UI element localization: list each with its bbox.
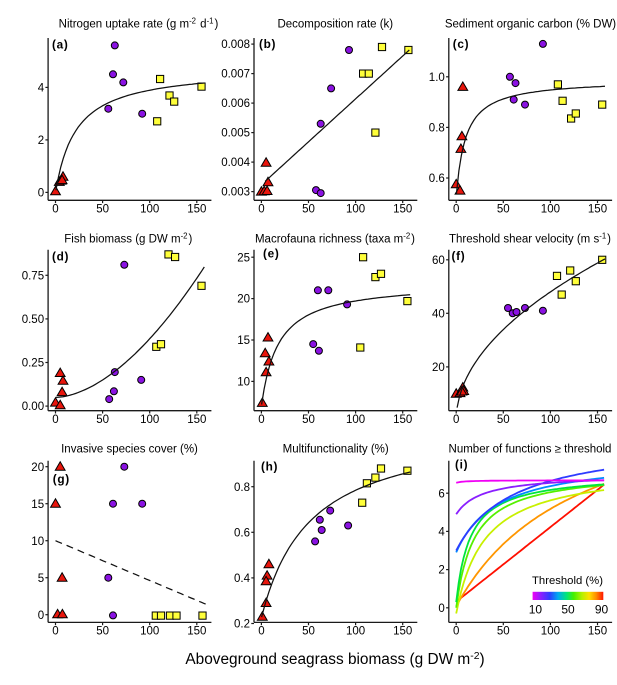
svg-text:50: 50 bbox=[302, 626, 315, 638]
svg-text:0.004: 0.004 bbox=[221, 157, 250, 169]
svg-text:100: 100 bbox=[346, 204, 365, 216]
svg-text:0.75: 0.75 bbox=[22, 270, 44, 282]
svg-text:10: 10 bbox=[31, 536, 44, 548]
svg-text:150: 150 bbox=[393, 414, 412, 426]
svg-text:150: 150 bbox=[187, 626, 206, 638]
svg-text:100: 100 bbox=[541, 414, 560, 426]
svg-text:90: 90 bbox=[595, 603, 609, 617]
svg-text:15: 15 bbox=[31, 499, 44, 511]
svg-text:0.00: 0.00 bbox=[22, 401, 44, 413]
svg-text:50: 50 bbox=[497, 626, 510, 638]
svg-text:10: 10 bbox=[529, 603, 543, 617]
svg-text:0.4: 0.4 bbox=[234, 573, 251, 585]
svg-text:0.25: 0.25 bbox=[22, 358, 44, 370]
svg-text:2: 2 bbox=[38, 135, 44, 147]
svg-text:0: 0 bbox=[38, 610, 44, 622]
svg-text:50: 50 bbox=[561, 603, 575, 617]
svg-text:Decomposition rate (k): Decomposition rate (k) bbox=[277, 18, 393, 30]
svg-text:(g): (g) bbox=[53, 472, 70, 486]
svg-text:Threshold (%): Threshold (%) bbox=[532, 575, 603, 587]
svg-text:(h): (h) bbox=[261, 459, 278, 473]
svg-text:150: 150 bbox=[588, 626, 607, 638]
svg-text:(a): (a) bbox=[52, 38, 69, 52]
svg-text:0: 0 bbox=[258, 626, 264, 638]
svg-text:150: 150 bbox=[393, 626, 412, 638]
svg-text:4: 4 bbox=[438, 527, 445, 539]
svg-text:0.003: 0.003 bbox=[221, 187, 250, 199]
svg-text:100: 100 bbox=[541, 626, 560, 638]
svg-text:0: 0 bbox=[453, 626, 459, 638]
svg-text:100: 100 bbox=[346, 414, 365, 426]
svg-text:0.8: 0.8 bbox=[429, 123, 445, 135]
svg-text:25: 25 bbox=[237, 252, 250, 264]
svg-text:50: 50 bbox=[96, 414, 109, 426]
svg-text:100: 100 bbox=[140, 414, 159, 426]
svg-text:Aboveground seagrass biomass (: Aboveground seagrass biomass (g DW m-2) bbox=[185, 651, 484, 668]
svg-text:50: 50 bbox=[302, 414, 315, 426]
svg-text:Number of functions ≥ threshol: Number of functions ≥ threshold bbox=[449, 444, 612, 456]
svg-text:20: 20 bbox=[31, 462, 44, 474]
svg-text:50: 50 bbox=[497, 414, 510, 426]
svg-text:0.50: 0.50 bbox=[22, 314, 44, 326]
svg-text:0: 0 bbox=[52, 626, 58, 638]
svg-text:150: 150 bbox=[187, 204, 206, 216]
svg-text:100: 100 bbox=[541, 204, 560, 216]
svg-text:5: 5 bbox=[38, 573, 44, 585]
svg-text:0.2: 0.2 bbox=[234, 619, 250, 631]
svg-text:(f): (f) bbox=[452, 249, 466, 263]
svg-text:0.006: 0.006 bbox=[221, 98, 250, 110]
svg-text:0: 0 bbox=[38, 188, 44, 200]
svg-text:50: 50 bbox=[497, 204, 510, 216]
svg-text:0.8: 0.8 bbox=[234, 482, 250, 494]
svg-text:100: 100 bbox=[140, 204, 159, 216]
svg-text:50: 50 bbox=[96, 204, 109, 216]
svg-text:60: 60 bbox=[432, 255, 445, 267]
svg-text:0: 0 bbox=[438, 603, 444, 615]
svg-text:4: 4 bbox=[38, 83, 45, 95]
svg-text:20: 20 bbox=[432, 362, 445, 374]
svg-text:0: 0 bbox=[52, 204, 58, 216]
svg-text:6: 6 bbox=[438, 488, 444, 500]
svg-text:0.007: 0.007 bbox=[221, 69, 250, 81]
svg-text:(b): (b) bbox=[259, 37, 276, 51]
svg-text:0: 0 bbox=[258, 414, 264, 426]
svg-text:100: 100 bbox=[140, 626, 159, 638]
svg-text:(d): (d) bbox=[52, 249, 69, 263]
svg-text:0.008: 0.008 bbox=[221, 39, 250, 51]
svg-text:2: 2 bbox=[438, 565, 444, 577]
svg-text:(e): (e) bbox=[263, 247, 280, 261]
svg-text:(c): (c) bbox=[453, 37, 470, 51]
svg-text:150: 150 bbox=[588, 204, 607, 216]
svg-text:150: 150 bbox=[393, 204, 412, 216]
svg-text:Invasive species cover (%): Invasive species cover (%) bbox=[61, 444, 198, 456]
svg-text:Nitrogen uptake rate (g m-2 d: Nitrogen uptake rate (g m-2 d-1 ) bbox=[59, 16, 219, 30]
svg-text:0: 0 bbox=[258, 204, 264, 216]
svg-text:0: 0 bbox=[453, 414, 459, 426]
svg-text:0.6: 0.6 bbox=[429, 173, 445, 185]
svg-text:Threshold shear velocity (m s-: Threshold shear velocity (m s-1 ) bbox=[449, 231, 611, 245]
svg-text:0: 0 bbox=[52, 414, 58, 426]
svg-text:50: 50 bbox=[96, 626, 109, 638]
svg-text:15: 15 bbox=[237, 335, 250, 347]
svg-text:100: 100 bbox=[346, 626, 365, 638]
svg-text:20: 20 bbox=[237, 294, 250, 306]
svg-text:40: 40 bbox=[432, 308, 445, 320]
svg-text:(i): (i) bbox=[455, 457, 468, 471]
svg-text:Sediment organic carbon (% DW): Sediment organic carbon (% DW) bbox=[445, 18, 616, 30]
svg-text:50: 50 bbox=[302, 204, 315, 216]
svg-text:10: 10 bbox=[237, 377, 250, 389]
svg-text:150: 150 bbox=[588, 414, 607, 426]
svg-text:0: 0 bbox=[453, 204, 459, 216]
svg-text:0.6: 0.6 bbox=[234, 527, 250, 539]
svg-text:Fish biomass (g DW m-2 ): Fish biomass (g DW m-2 ) bbox=[64, 231, 192, 245]
svg-text:150: 150 bbox=[187, 414, 206, 426]
svg-text:Multifunctionality (%): Multifunctionality (%) bbox=[283, 444, 389, 456]
svg-text:Macrofauna richness (taxa m-2: Macrofauna richness (taxa m-2 ) bbox=[255, 231, 415, 245]
svg-text:0.005: 0.005 bbox=[221, 128, 250, 140]
svg-text:1.0: 1.0 bbox=[429, 72, 445, 84]
